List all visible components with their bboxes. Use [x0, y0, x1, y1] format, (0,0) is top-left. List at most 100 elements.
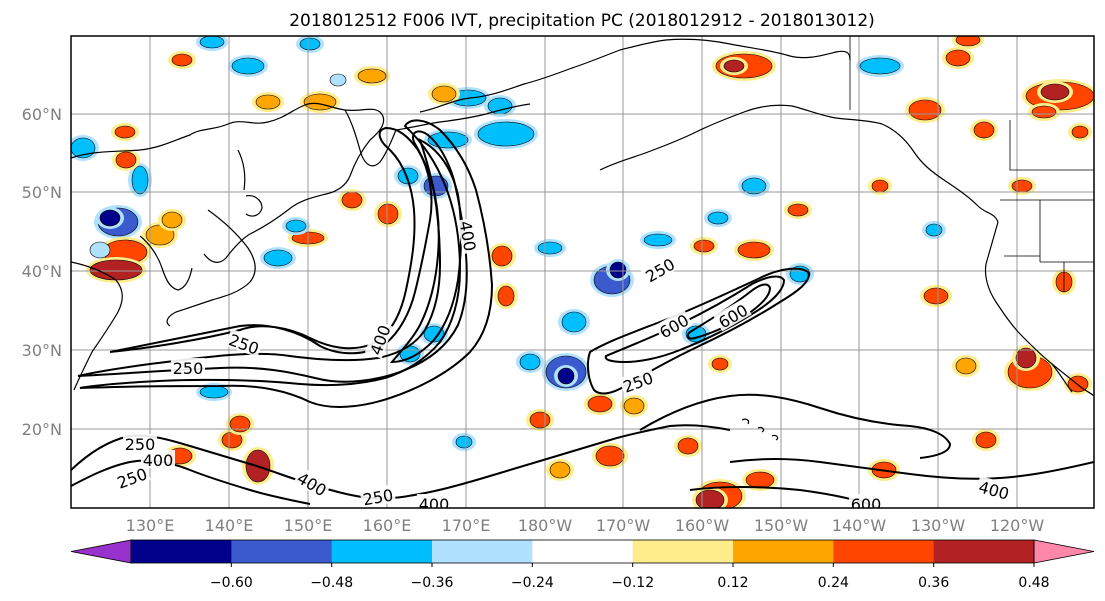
contour-label-bg — [141, 450, 175, 468]
colorbar-tick-label: 0.24 — [818, 575, 849, 591]
precip-anomaly-patch — [229, 415, 251, 433]
precip-anomaly-patch — [303, 93, 337, 111]
chart-title: 2018012512 F006 IVT, precipitation PC (2… — [289, 11, 875, 31]
contour-label: 250 — [125, 435, 156, 454]
precip-anomaly-patch — [693, 239, 715, 253]
colorbar-tick-label: −0.24 — [511, 575, 554, 591]
precip-anomaly-patch — [357, 68, 387, 84]
contour-label: 400 — [143, 451, 174, 470]
contour-label-bg — [640, 252, 679, 286]
contour-label-bg — [364, 320, 394, 359]
ivt-contour-400-west — [77, 130, 468, 383]
x-tick-label: 140°E — [205, 516, 254, 535]
colorbar-segment — [833, 540, 935, 563]
precip-anomaly-patch — [1071, 125, 1089, 139]
precip-anomaly-patch — [859, 57, 901, 75]
contour-label-bg — [654, 308, 693, 342]
colorbar-segment — [933, 540, 1035, 563]
coastline-sakhalin — [237, 149, 246, 191]
contour-label-bg — [417, 494, 451, 508]
y-tick-label: 30°N — [22, 341, 62, 360]
precip-anomaly-patch — [431, 85, 457, 103]
precip-anomaly-patch — [787, 203, 809, 217]
ivt-contour-250-south — [71, 424, 731, 500]
precip-anomaly-patch — [609, 261, 627, 279]
precip-anomaly-patch — [131, 165, 149, 195]
precip-anomaly-patch — [587, 395, 613, 413]
precip-anomaly-patch — [695, 489, 725, 508]
precip-anomaly-patch — [114, 125, 136, 139]
x-tick-label: 130°W — [911, 516, 966, 535]
precip-anomaly-patch — [955, 36, 981, 47]
x-tick-label: 170°W — [596, 516, 651, 535]
coastline-japan — [166, 209, 256, 327]
ivt-contour-600-east — [686, 283, 772, 340]
precip-anomaly-patch — [285, 219, 307, 233]
ivt-contour-400-southeast — [729, 458, 1094, 480]
colorbar-extend-low — [70, 539, 132, 564]
colorbar-segment — [432, 540, 533, 563]
y-tick-label: 60°N — [22, 105, 62, 124]
coastline-hokkaido — [245, 195, 263, 217]
precip-anomaly-patch — [397, 167, 419, 185]
contour-label: 600 — [851, 495, 882, 514]
precip-anomaly-patch — [737, 241, 771, 259]
precip-anomaly-patch — [557, 367, 575, 385]
colorbar-tick-label: 0.12 — [717, 575, 748, 591]
coastlines — [71, 38, 1094, 441]
coastline-hawaii — [741, 418, 779, 441]
precip-anomaly-patch — [529, 411, 551, 429]
precip-anomaly-patch — [623, 397, 645, 415]
precip-anomaly-patch — [711, 357, 729, 371]
precip-anomaly-patch — [491, 245, 513, 267]
coastline-china — [71, 261, 123, 391]
precip-anomaly-patch — [741, 177, 767, 195]
contour-label-bg — [713, 298, 752, 332]
colorbar-segment — [733, 540, 834, 563]
contour-label-bg — [225, 328, 264, 358]
precip-anomaly-patch — [299, 37, 321, 51]
coastline-asia — [71, 102, 385, 263]
precip-anomaly-patch — [477, 121, 535, 147]
precip-anomaly-patch — [677, 437, 699, 455]
contour-label-bg — [171, 358, 205, 376]
precip-anomaly-patch — [71, 137, 96, 159]
border-canada-provinces — [1009, 120, 1094, 171]
precip-anomaly-patch — [497, 285, 515, 307]
coastline-baja — [1051, 363, 1073, 393]
x-tick-label: 130°E — [126, 516, 175, 535]
contour-label-bg — [618, 366, 657, 396]
contour-label-bg — [975, 475, 1014, 503]
precip-anomaly-patch — [908, 99, 942, 121]
y-tick-label: 50°N — [22, 183, 62, 202]
precip-anomaly-patch — [549, 461, 571, 479]
precip-anomaly-patch — [487, 97, 513, 115]
colorbar — [70, 539, 1095, 567]
precip-anomaly-patch — [707, 211, 729, 225]
colorbar-segment — [532, 540, 634, 563]
ivt-contour-250-west-outer — [79, 119, 494, 408]
coastline-aleutians — [395, 103, 531, 131]
precip-anomaly-patch — [199, 36, 225, 49]
contour-label-bg — [112, 462, 151, 492]
precip-anomaly-patch — [519, 353, 541, 371]
coastline-kamchatka — [344, 109, 397, 167]
precip-anomaly-patch — [561, 311, 587, 333]
contour-label-bg — [457, 217, 481, 255]
contour-label-bg — [849, 494, 883, 508]
x-tick-label: 150°E — [284, 516, 333, 535]
precip-anomaly-patch — [1040, 83, 1070, 101]
contour-label: 250 — [173, 359, 204, 378]
colorbar-extend-high — [1033, 539, 1095, 564]
contour-label-bg — [123, 434, 157, 452]
precip-anomaly-patch — [723, 59, 745, 73]
precip-anomaly-patch — [745, 471, 775, 489]
x-tick-label: 160°E — [363, 516, 412, 535]
ivt-contour-south-mid — [639, 393, 952, 459]
ivt-contour-400-south — [71, 459, 311, 505]
precip-anomaly-patch — [89, 241, 111, 259]
precip-anomaly-patch — [945, 49, 971, 67]
y-tick-label: 20°N — [22, 420, 62, 439]
